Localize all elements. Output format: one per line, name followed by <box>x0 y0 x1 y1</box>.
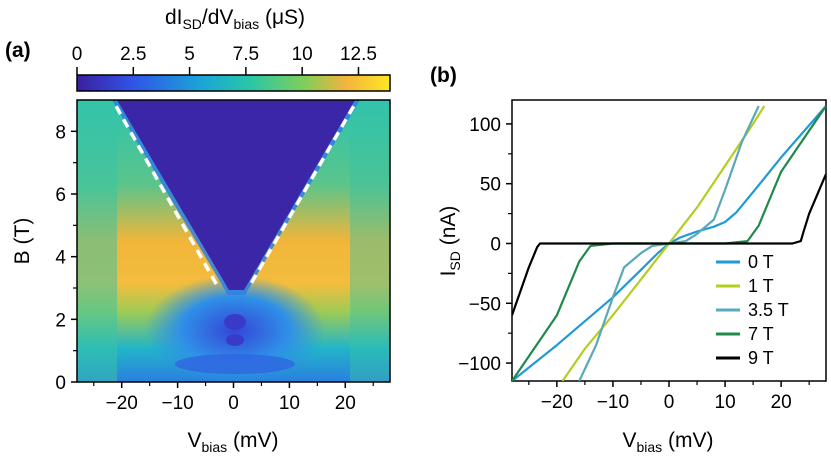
x-tick-label: −20 <box>106 393 138 414</box>
heatmap-feature-1 <box>224 314 246 330</box>
legend-label: 0 T <box>748 252 774 272</box>
legend-label: 7 T <box>748 324 774 344</box>
heatmap-gap <box>117 100 355 290</box>
y-tick-label: 2 <box>55 310 66 331</box>
panel-a-y-ticks: 0 2 4 6 8 <box>55 122 77 394</box>
x-tick-label: 0 <box>664 392 675 413</box>
x-tick-label: 10 <box>715 392 736 413</box>
heatmap-feature-3 <box>175 354 295 374</box>
colorbar-tick-label: 0 <box>72 44 83 65</box>
panel-b-x-label: Vbias (mV) <box>622 429 713 455</box>
y-tick-label: 4 <box>55 248 66 269</box>
x-tick-label: −10 <box>161 393 193 414</box>
iv-curve-0Tt <box>512 105 826 381</box>
y-tick-label: 8 <box>55 122 66 143</box>
x-tick-label: 20 <box>335 393 356 414</box>
iv-curves <box>512 105 826 381</box>
y-tick-label: 50 <box>480 175 501 196</box>
legend-label: 9 T <box>748 348 774 368</box>
y-tick-label: −50 <box>469 294 501 315</box>
iv-curve-9Tt <box>512 173 826 316</box>
panel-a-y-label: B (T) <box>11 218 34 265</box>
panel-a-x-label: Vbias (mV) <box>187 429 278 455</box>
panel-b-y-label: ISD (nA) <box>437 206 463 277</box>
colorbar <box>76 74 391 92</box>
y-tick-label: 0 <box>55 373 66 394</box>
gap-edge-line-left <box>114 105 219 286</box>
colorbar-tick-label: 5 <box>184 44 195 65</box>
y-tick-label: −100 <box>458 354 501 375</box>
colorbar-tick-label: 10 <box>292 44 313 65</box>
y-tick-label: 6 <box>55 185 66 206</box>
colorbar-ticks: 0 2.5 5 7.5 10 12.5 <box>72 44 377 75</box>
colorbar-tick-label: 12.5 <box>340 44 377 65</box>
panel-b-x-ticks: −20 −10 0 10 20 <box>528 381 810 413</box>
panel-b-label: (b) <box>430 64 457 87</box>
x-tick-label: 10 <box>279 393 300 414</box>
panel-b-y-ticks: −100 −50 0 50 100 <box>458 115 512 375</box>
heatmap-feature-2 <box>226 334 244 346</box>
legend-label: 1 T <box>748 276 774 296</box>
x-tick-label: 0 <box>228 393 239 414</box>
colorbar-tick-label: 7.5 <box>233 44 259 65</box>
legend: 0 T 1 T 3.5 T 7 T 9 T <box>716 252 789 368</box>
legend-label: 3.5 T <box>748 300 789 320</box>
panel-a-x-ticks: −20 −10 0 10 20 <box>93 382 374 414</box>
gap-edge-lines <box>114 105 356 286</box>
colorbar-tick-label: 2.5 <box>120 44 146 65</box>
colorbar-label: dISD/dVbias (μS) <box>165 6 305 32</box>
x-tick-label: 20 <box>771 392 792 413</box>
y-tick-label: 100 <box>469 115 501 136</box>
panel-a-label: (a) <box>5 39 31 62</box>
x-tick-label: −10 <box>597 392 629 413</box>
heatmap <box>77 100 390 382</box>
iv-plot-frame <box>511 99 827 382</box>
gap-edge-line-right <box>248 105 356 286</box>
heatmap-left-edge <box>77 100 117 382</box>
heatmap-right-edge <box>350 100 390 382</box>
y-tick-label: 0 <box>490 234 501 255</box>
x-tick-label: −20 <box>541 392 573 413</box>
